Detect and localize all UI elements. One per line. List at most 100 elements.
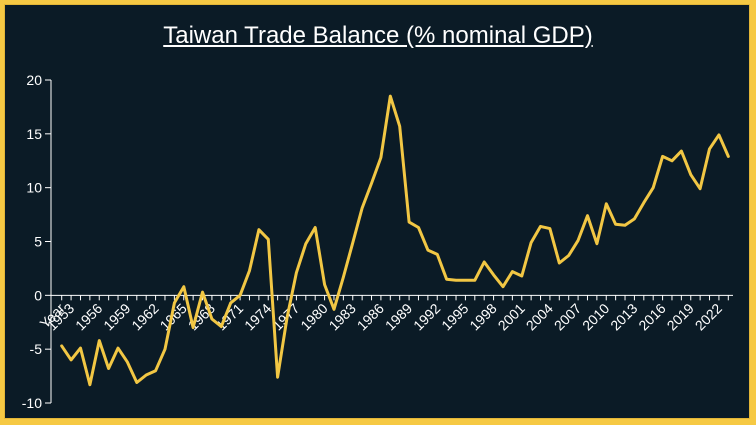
data-point xyxy=(107,367,110,370)
data-point xyxy=(163,348,166,351)
data-point xyxy=(539,225,542,228)
x-tick-label: 2010 xyxy=(579,300,612,333)
data-point xyxy=(689,173,692,176)
data-point xyxy=(323,283,326,286)
data-point xyxy=(595,242,598,245)
y-tick-label: -10 xyxy=(22,395,42,411)
data-point xyxy=(558,262,561,265)
y-tick-label: 5 xyxy=(34,234,42,250)
data-point xyxy=(464,279,467,282)
x-tick-label: 2007 xyxy=(551,300,584,333)
data-point xyxy=(633,217,636,220)
data-point xyxy=(126,361,129,364)
data-point xyxy=(426,249,429,252)
x-tick-label: 1995 xyxy=(438,300,471,333)
x-tick-label: 1992 xyxy=(410,300,443,333)
data-point xyxy=(436,253,439,256)
data-point xyxy=(717,133,720,136)
data-point xyxy=(624,224,627,227)
data-point xyxy=(567,254,570,257)
data-point xyxy=(370,182,373,185)
x-tick-label: 1998 xyxy=(466,300,499,333)
data-point xyxy=(220,325,223,328)
data-point xyxy=(267,238,270,241)
data-point xyxy=(182,285,185,288)
data-point xyxy=(586,214,589,217)
x-tick-label: 1956 xyxy=(72,300,105,333)
data-point xyxy=(652,186,655,189)
x-tick-label: 1986 xyxy=(354,300,387,333)
data-point xyxy=(145,374,148,377)
data-point xyxy=(295,271,298,274)
data-point xyxy=(642,201,645,204)
data-point xyxy=(173,301,176,304)
data-point xyxy=(257,228,260,231)
y-tick-label: 20 xyxy=(26,72,42,88)
series-line xyxy=(60,94,730,387)
data-point xyxy=(276,376,279,379)
data-point xyxy=(351,241,354,244)
y-tick-label: -5 xyxy=(30,341,43,357)
x-tick-label: 1959 xyxy=(100,300,133,333)
data-point xyxy=(511,270,514,273)
data-point xyxy=(455,279,458,282)
data-point xyxy=(201,291,204,294)
chart-title: Taiwan Trade Balance (% nominal GDP) xyxy=(163,22,593,49)
data-point xyxy=(577,239,580,242)
data-point xyxy=(314,226,317,229)
data-point xyxy=(79,347,82,350)
x-tick-label: 2022 xyxy=(692,300,725,333)
y-tick-label: 15 xyxy=(26,126,42,142)
data-point xyxy=(661,155,664,158)
x-tick-label: 2019 xyxy=(664,300,697,333)
data-point xyxy=(445,278,448,281)
x-tick-label: 1980 xyxy=(297,300,330,333)
data-point xyxy=(483,260,486,263)
data-point xyxy=(304,242,307,245)
data-point xyxy=(670,159,673,162)
data-point xyxy=(492,273,495,276)
data-point xyxy=(342,276,345,279)
data-point xyxy=(248,269,251,272)
data-point xyxy=(286,316,289,319)
data-point xyxy=(605,202,608,205)
data-point xyxy=(379,156,382,159)
data-point xyxy=(229,301,232,304)
data-point xyxy=(408,221,411,224)
data-point xyxy=(70,358,73,361)
data-point xyxy=(501,285,504,288)
data-point xyxy=(520,274,523,277)
data-point xyxy=(98,339,101,342)
x-tick-label: 1974 xyxy=(241,300,274,333)
data-point xyxy=(135,381,138,384)
x-tick-label: 1962 xyxy=(128,300,161,333)
x-tick-label: 1953 xyxy=(44,300,77,333)
x-tick-label: 2016 xyxy=(635,300,668,333)
data-point xyxy=(239,294,242,297)
x-tick-label: 1989 xyxy=(382,300,415,333)
data-point xyxy=(727,155,730,158)
data-point xyxy=(530,241,533,244)
data-point xyxy=(210,318,213,321)
data-point xyxy=(361,207,364,210)
data-point xyxy=(614,223,617,226)
y-tick-label: 0 xyxy=(34,287,42,303)
x-tick-label: 2013 xyxy=(607,300,640,333)
data-point xyxy=(192,326,195,329)
chart-frame xyxy=(4,4,750,419)
data-point xyxy=(88,383,91,386)
y-tick-label: 10 xyxy=(26,180,42,196)
data-point xyxy=(398,125,401,128)
data-point xyxy=(417,226,420,229)
x-tick-label: 2001 xyxy=(495,300,528,333)
x-tick-label: 1983 xyxy=(326,300,359,333)
data-point xyxy=(389,95,392,98)
data-point xyxy=(332,308,335,311)
data-point xyxy=(154,369,157,372)
data-point xyxy=(60,344,63,347)
data-point xyxy=(548,227,551,230)
data-point xyxy=(117,347,120,350)
data-point xyxy=(680,150,683,153)
data-point xyxy=(699,187,702,190)
